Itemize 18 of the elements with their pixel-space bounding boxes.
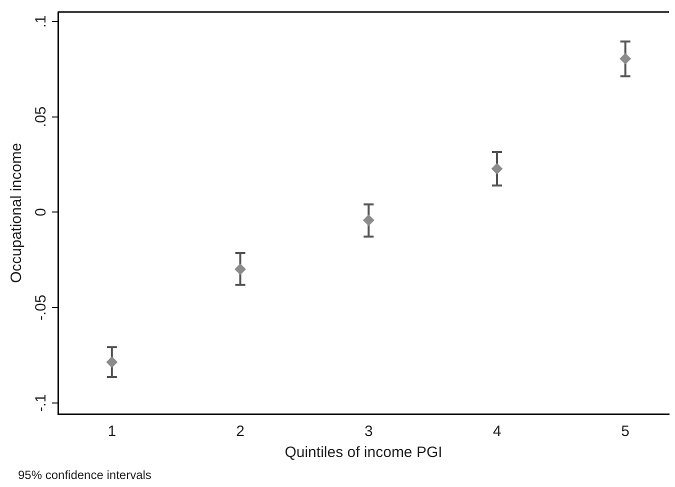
point [234, 264, 246, 275]
x-tick-label: 1 [108, 423, 116, 440]
x-tick-label: 5 [621, 423, 630, 440]
point [491, 163, 502, 174]
y-tick-label: -.05 [32, 294, 50, 321]
y-tick-label: -.1 [32, 394, 50, 412]
text: 95% confidence intervals [18, 468, 152, 482]
x-tick-label: 3 [364, 423, 373, 440]
point [363, 214, 374, 226]
y-tick-label: 0 [32, 208, 50, 216]
x-tick-label: 2 [236, 423, 244, 440]
point [106, 356, 118, 368]
x-tick-label: 4 [492, 423, 502, 440]
y-tick-label: .05 [32, 106, 50, 128]
y-tick-label: .1 [32, 15, 50, 28]
point [620, 53, 631, 64]
y-axis-title: Occupational income [8, 142, 26, 284]
x-axis-title: Quintiles of income PGI [284, 444, 442, 462]
